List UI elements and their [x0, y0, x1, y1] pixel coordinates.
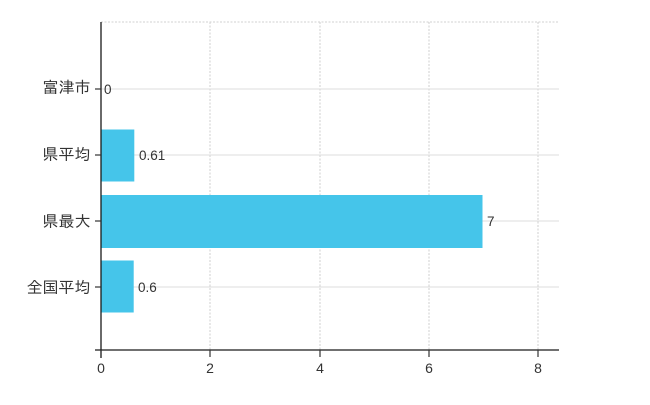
- svg-text:8: 8: [534, 360, 542, 376]
- svg-text:0: 0: [97, 360, 105, 376]
- svg-text:0.61: 0.61: [139, 148, 165, 163]
- svg-text:0.6: 0.6: [138, 280, 157, 295]
- svg-text:0: 0: [104, 82, 112, 97]
- svg-text:全国平均: 全国平均: [27, 279, 91, 295]
- svg-text:県最大: 県最大: [43, 213, 91, 229]
- svg-text:4: 4: [316, 360, 324, 376]
- svg-text:県平均: 県平均: [43, 146, 91, 162]
- svg-text:7: 7: [487, 214, 495, 229]
- svg-text:6: 6: [425, 360, 433, 376]
- svg-text:2: 2: [206, 360, 214, 376]
- svg-text:富津市: 富津市: [43, 79, 91, 95]
